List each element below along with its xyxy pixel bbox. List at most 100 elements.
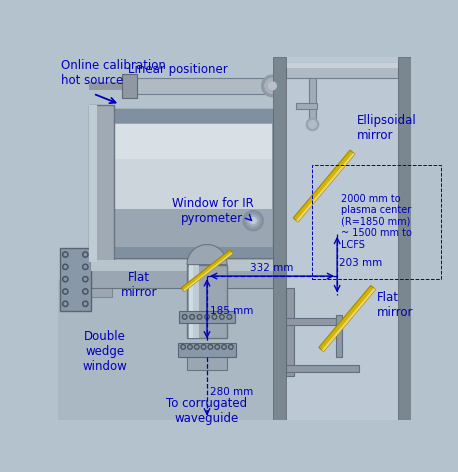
Circle shape: [189, 346, 191, 348]
Circle shape: [64, 303, 66, 305]
Text: To corrugated
waveguide: To corrugated waveguide: [166, 397, 248, 425]
Polygon shape: [181, 250, 233, 292]
Text: 280 mm: 280 mm: [210, 387, 253, 396]
Text: 185 mm: 185 mm: [210, 306, 253, 316]
Bar: [398, 57, 411, 420]
Bar: [336, 315, 342, 357]
Circle shape: [188, 345, 192, 349]
Bar: [114, 125, 272, 159]
Bar: [89, 82, 123, 90]
Circle shape: [64, 253, 66, 256]
Bar: [121, 74, 137, 98]
Bar: [179, 311, 234, 323]
Circle shape: [216, 346, 218, 348]
Bar: [286, 63, 398, 68]
Circle shape: [84, 303, 87, 305]
Circle shape: [309, 120, 316, 128]
Circle shape: [250, 218, 256, 224]
Circle shape: [209, 346, 211, 348]
Polygon shape: [322, 288, 376, 351]
Bar: [59, 280, 286, 420]
Circle shape: [268, 82, 276, 90]
Text: Linear positioner: Linear positioner: [128, 63, 228, 76]
Bar: [112, 109, 273, 123]
Circle shape: [212, 315, 217, 319]
Circle shape: [230, 346, 232, 348]
Circle shape: [306, 118, 319, 131]
Circle shape: [248, 215, 259, 226]
Circle shape: [201, 345, 206, 349]
Circle shape: [63, 277, 68, 282]
Circle shape: [64, 266, 66, 268]
Circle shape: [84, 290, 87, 293]
Circle shape: [219, 315, 224, 319]
Text: 332 mm: 332 mm: [250, 263, 294, 273]
Bar: [91, 260, 273, 271]
Bar: [309, 78, 316, 125]
Circle shape: [243, 211, 263, 231]
Circle shape: [222, 345, 226, 349]
Circle shape: [84, 266, 87, 268]
Circle shape: [229, 316, 230, 318]
Circle shape: [84, 278, 87, 280]
Text: Online calibration
hot source: Online calibration hot source: [61, 59, 166, 87]
Circle shape: [221, 316, 223, 318]
Circle shape: [227, 315, 232, 319]
Bar: [114, 125, 272, 209]
Bar: [89, 105, 114, 262]
Bar: [286, 63, 398, 78]
Circle shape: [205, 315, 209, 319]
Circle shape: [82, 289, 88, 294]
Bar: [112, 109, 273, 258]
Bar: [295, 103, 317, 109]
Text: 2000 mm to
plasma center
(R=1850 mm)
~ 1500 mm to
LCFS: 2000 mm to plasma center (R=1850 mm) ~ 1…: [341, 194, 412, 250]
Bar: [286, 319, 336, 325]
Circle shape: [84, 253, 87, 256]
Text: Ellipsoidal
mirror: Ellipsoidal mirror: [357, 114, 417, 143]
Circle shape: [64, 278, 66, 280]
Bar: [286, 57, 411, 420]
Circle shape: [63, 289, 68, 294]
Bar: [187, 264, 227, 337]
Circle shape: [262, 75, 283, 97]
Text: Flat
mirror: Flat mirror: [121, 271, 158, 299]
Polygon shape: [187, 244, 227, 264]
Bar: [189, 264, 198, 337]
Circle shape: [191, 316, 193, 318]
Circle shape: [199, 316, 201, 318]
Circle shape: [184, 316, 185, 318]
Circle shape: [203, 346, 205, 348]
Text: Flat
mirror: Flat mirror: [376, 292, 413, 320]
Circle shape: [182, 315, 187, 319]
Bar: [128, 78, 270, 93]
Polygon shape: [296, 152, 355, 222]
Circle shape: [82, 252, 88, 257]
Circle shape: [82, 277, 88, 282]
Circle shape: [190, 315, 195, 319]
Circle shape: [197, 315, 202, 319]
Bar: [91, 263, 112, 297]
Bar: [187, 354, 227, 370]
Circle shape: [245, 213, 261, 228]
Text: 203 mm: 203 mm: [339, 258, 383, 268]
Circle shape: [265, 78, 280, 93]
Circle shape: [63, 252, 68, 257]
Circle shape: [213, 316, 215, 318]
Circle shape: [196, 346, 198, 348]
Polygon shape: [319, 286, 376, 351]
Circle shape: [63, 264, 68, 270]
Circle shape: [63, 301, 68, 306]
Circle shape: [64, 290, 66, 293]
Circle shape: [82, 264, 88, 270]
Bar: [60, 248, 91, 311]
Bar: [273, 57, 286, 420]
Circle shape: [182, 346, 184, 348]
Text: Window for IR
pyrometer: Window for IR pyrometer: [171, 197, 253, 225]
Circle shape: [229, 345, 233, 349]
Bar: [112, 247, 273, 258]
Bar: [286, 287, 294, 376]
Circle shape: [195, 345, 199, 349]
Circle shape: [208, 345, 213, 349]
Circle shape: [215, 345, 219, 349]
Bar: [178, 343, 236, 357]
